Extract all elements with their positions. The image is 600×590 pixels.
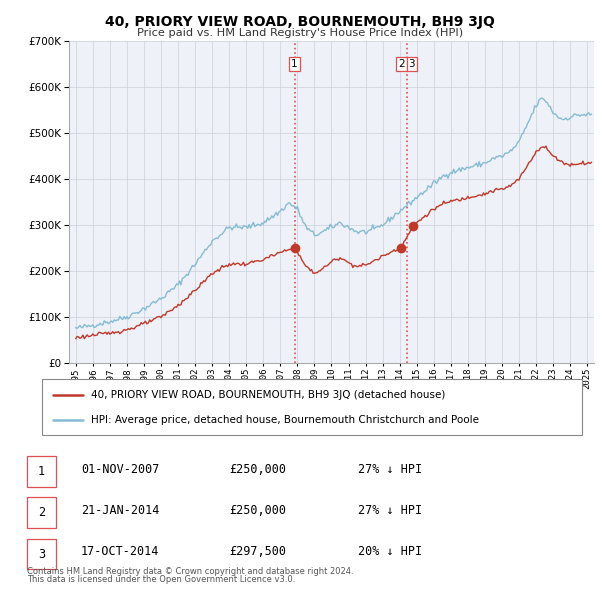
Text: 1: 1 (38, 465, 45, 478)
Text: £250,000: £250,000 (229, 504, 287, 517)
Text: £250,000: £250,000 (229, 463, 287, 476)
Text: 17-OCT-2014: 17-OCT-2014 (81, 545, 159, 558)
Text: Contains HM Land Registry data © Crown copyright and database right 2024.: Contains HM Land Registry data © Crown c… (27, 567, 353, 576)
Text: 20% ↓ HPI: 20% ↓ HPI (358, 545, 422, 558)
Text: 27% ↓ HPI: 27% ↓ HPI (358, 504, 422, 517)
Text: 40, PRIORY VIEW ROAD, BOURNEMOUTH, BH9 3JQ (detached house): 40, PRIORY VIEW ROAD, BOURNEMOUTH, BH9 3… (91, 389, 445, 399)
Text: HPI: Average price, detached house, Bournemouth Christchurch and Poole: HPI: Average price, detached house, Bour… (91, 415, 479, 425)
Text: 01-NOV-2007: 01-NOV-2007 (81, 463, 159, 476)
Text: 40, PRIORY VIEW ROAD, BOURNEMOUTH, BH9 3JQ: 40, PRIORY VIEW ROAD, BOURNEMOUTH, BH9 3… (105, 15, 495, 30)
Text: Price paid vs. HM Land Registry's House Price Index (HPI): Price paid vs. HM Land Registry's House … (137, 28, 463, 38)
Text: 21-JAN-2014: 21-JAN-2014 (81, 504, 159, 517)
Text: 1: 1 (291, 59, 298, 69)
Text: £297,500: £297,500 (229, 545, 287, 558)
Text: 3: 3 (38, 548, 45, 560)
Text: This data is licensed under the Open Government Licence v3.0.: This data is licensed under the Open Gov… (27, 575, 295, 584)
Text: 3: 3 (409, 59, 415, 69)
Text: 27% ↓ HPI: 27% ↓ HPI (358, 463, 422, 476)
Text: 2: 2 (398, 59, 404, 69)
Text: 2: 2 (38, 506, 45, 519)
